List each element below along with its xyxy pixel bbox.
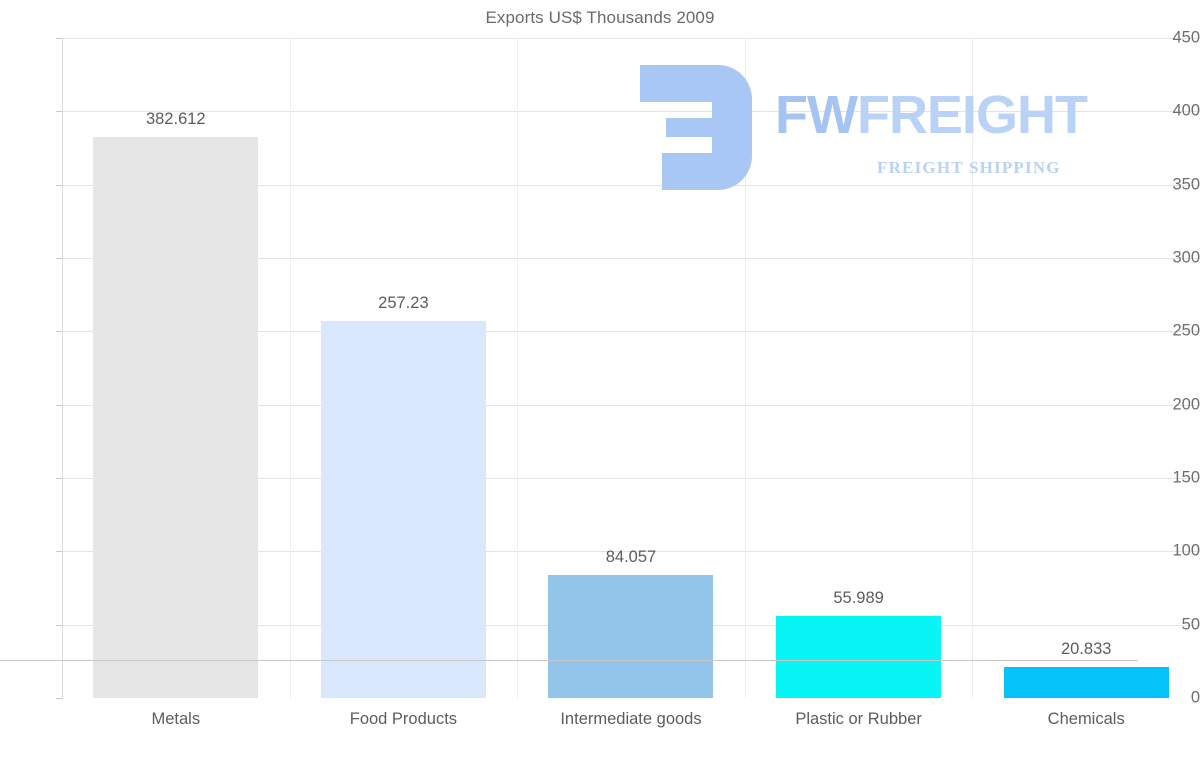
chart-title: Exports US$ Thousands 2009 [485, 8, 715, 27]
gridline-horizontal [62, 184, 1200, 186]
y-axis-tick-label: 0 [1190, 688, 1200, 707]
gridline-vertical [972, 38, 973, 698]
x-axis-tick-label: Intermediate goods [560, 710, 702, 728]
bar-value-label: 382.612 [145, 109, 206, 128]
y-axis-tick-mark [56, 551, 62, 553]
y-axis-tick-label: 50 [1181, 615, 1200, 634]
gridline-vertical [745, 38, 746, 698]
x-axis-line [0, 660, 1138, 661]
gridline-horizontal [62, 38, 1200, 39]
bar-plastic-or-rubber[interactable] [776, 615, 942, 698]
y-axis-line [62, 38, 63, 699]
y-axis-tick-label: 150 [1172, 468, 1200, 487]
gridline-horizontal [62, 551, 1200, 553]
gridline-vertical [517, 38, 518, 698]
gridline-horizontal [62, 404, 1200, 406]
x-axis-tick-label: Chemicals [1047, 710, 1125, 728]
gridline-vertical [290, 38, 291, 698]
bar-value-label: 84.057 [605, 547, 657, 566]
x-axis-tick-label: Metals [151, 710, 201, 728]
bar-value-label: 20.833 [1060, 640, 1112, 659]
y-axis-tick-label: 350 [1172, 175, 1200, 194]
y-axis-tick-mark [56, 698, 62, 699]
bar-food-products[interactable] [320, 320, 486, 698]
y-axis-tick-mark [56, 624, 62, 626]
gridline-horizontal [62, 478, 1200, 479]
y-axis-tick-mark [56, 184, 62, 186]
x-axis-tick-label: Food Products [349, 710, 458, 728]
bar-value-label: 257.23 [378, 293, 429, 312]
y-axis-tick-label: 400 [1172, 101, 1200, 120]
bar-metals[interactable] [93, 136, 259, 698]
y-axis-tick-mark [56, 258, 62, 259]
gridline-horizontal [62, 111, 1200, 113]
y-axis [0, 0, 62, 763]
gridline-horizontal [62, 258, 1200, 259]
bar-chemicals[interactable] [1003, 667, 1169, 698]
y-axis-tick-mark [56, 111, 62, 113]
y-axis-tick-label: 250 [1172, 321, 1200, 340]
y-axis-tick-label: 200 [1172, 395, 1200, 414]
y-axis-tick-label: 100 [1172, 541, 1200, 560]
y-axis-tick-mark [56, 331, 62, 333]
y-axis-tick-mark [56, 478, 62, 479]
bar-value-label: 55.989 [833, 588, 884, 607]
y-axis-tick-label: 300 [1172, 248, 1200, 267]
bar-intermediate-goods[interactable] [548, 574, 714, 698]
y-axis-tick-label: 450 [1172, 28, 1200, 47]
x-axis-tick-label: Plastic or Rubber [795, 710, 922, 728]
y-axis-tick-mark [56, 38, 62, 39]
y-axis-tick-mark [56, 404, 62, 406]
plot-area [62, 38, 1200, 698]
gridline-horizontal [62, 331, 1200, 333]
